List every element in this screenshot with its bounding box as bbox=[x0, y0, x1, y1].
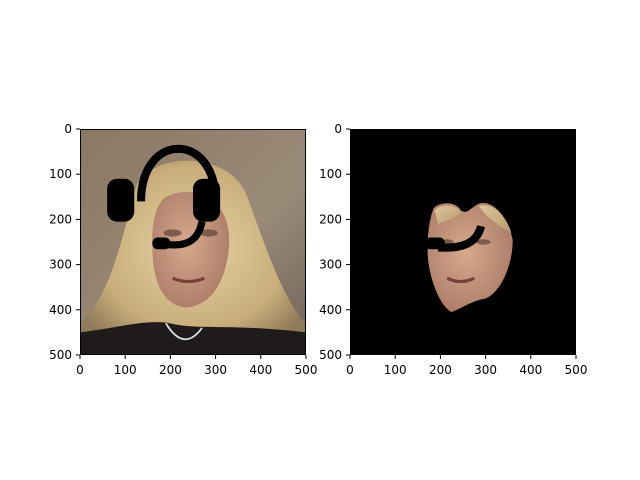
left-y-tick-label: 0 bbox=[64, 122, 72, 136]
masked-eye-right bbox=[476, 239, 491, 245]
eye-right bbox=[199, 229, 218, 237]
left-y-tick-label: 100 bbox=[49, 167, 72, 181]
face-mask-region bbox=[427, 202, 513, 313]
left-x-tick-label: 400 bbox=[249, 363, 272, 377]
right-y-tick-label: 500 bbox=[319, 348, 342, 362]
masked-mouth bbox=[446, 276, 476, 284]
right-y-tick-label: 100 bbox=[319, 167, 342, 181]
hair-wisp-left bbox=[434, 205, 461, 224]
right-x-tick-label: 0 bbox=[346, 363, 354, 377]
right-y-tick-label: 200 bbox=[319, 212, 342, 226]
eye-left bbox=[163, 229, 182, 237]
headset-overlay bbox=[107, 144, 221, 250]
right-x-tick-label: 100 bbox=[384, 363, 407, 377]
necklace bbox=[165, 322, 203, 341]
photo-with-headset-image bbox=[80, 129, 306, 355]
hair-wisp-right bbox=[478, 205, 512, 233]
masked-headset-overlay bbox=[424, 224, 486, 252]
right-y-tick-label: 400 bbox=[319, 303, 342, 317]
left-image-panel bbox=[80, 129, 306, 355]
right-x-tick-label: 200 bbox=[429, 363, 452, 377]
right-image-panel bbox=[350, 129, 576, 355]
right-y-tick-label: 300 bbox=[319, 258, 342, 272]
right-x-tick-label: 500 bbox=[565, 363, 588, 377]
clothing bbox=[80, 322, 306, 355]
left-y-tick-label: 400 bbox=[49, 303, 72, 317]
left-y-tick-label: 300 bbox=[49, 258, 72, 272]
left-x-tick-label: 100 bbox=[114, 363, 137, 377]
left-y-tick-label: 500 bbox=[49, 348, 72, 362]
left-x-tick-label: 0 bbox=[76, 363, 84, 377]
left-y-tick-label: 200 bbox=[49, 212, 72, 226]
right-x-tick-label: 300 bbox=[474, 363, 497, 377]
masked-face-image bbox=[350, 129, 576, 355]
left-x-tick-label: 200 bbox=[159, 363, 182, 377]
right-x-tick-label: 400 bbox=[519, 363, 542, 377]
left-x-tick-label: 300 bbox=[204, 363, 227, 377]
right-y-tick-label: 0 bbox=[334, 122, 342, 136]
mouth bbox=[172, 276, 205, 284]
left-x-tick-label: 500 bbox=[295, 363, 318, 377]
